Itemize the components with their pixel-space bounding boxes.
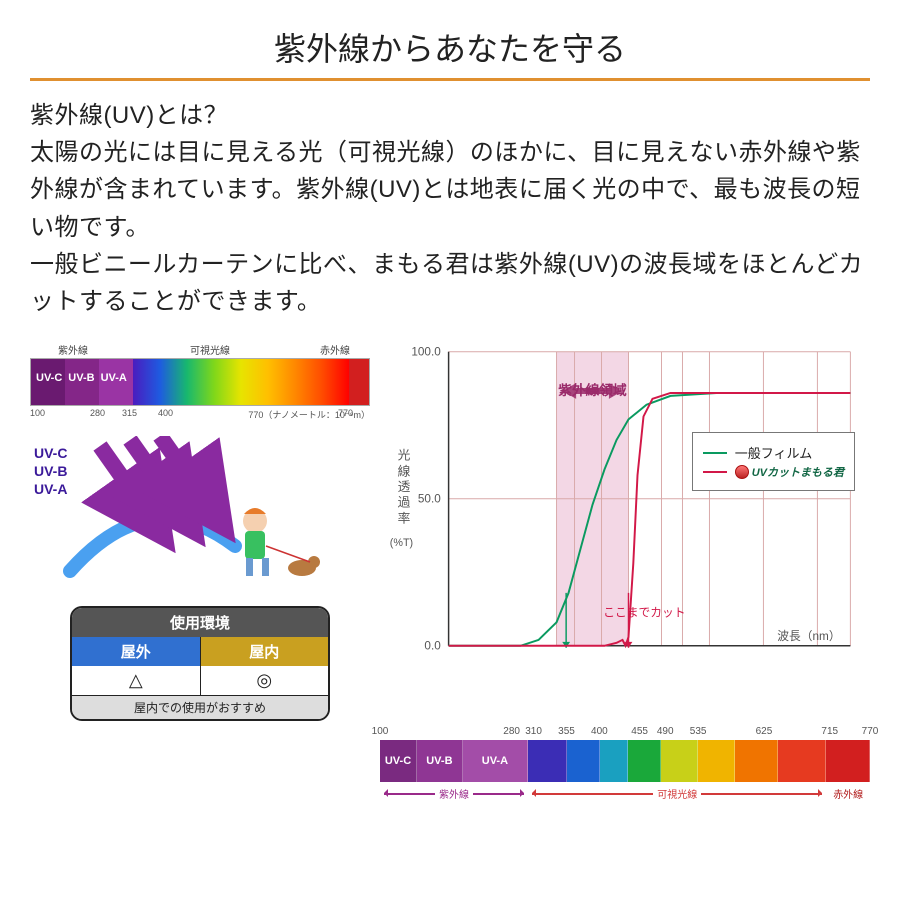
- usage-table: 使用環境 屋外 屋内 △ ◎ 屋内での使用がおすすめ: [70, 606, 330, 721]
- ray-label-uvc: UV-C: [34, 445, 67, 461]
- svg-text:線: 線: [398, 463, 411, 478]
- ray-label-uva: UV-A: [34, 481, 67, 497]
- spectrum-diagram: 紫外線可視光線赤外線 UV-CUV-BUV-A 1002803154007707…: [30, 342, 370, 420]
- ray-label-uvb: UV-B: [34, 463, 67, 479]
- chart-legend: 一般フィルム UVカットまもる君: [692, 432, 855, 491]
- right-column: 0.050.0100.0光線透過率(%T)波長（nm）紫外線領域ここまでカット …: [380, 342, 870, 800]
- left-column: 紫外線可視光線赤外線 UV-CUV-BUV-A 1002803154007707…: [30, 342, 370, 800]
- usage-header: 使用環境: [72, 608, 328, 637]
- usage-outdoor-label: 屋外: [72, 637, 201, 666]
- intro-question: 紫外線(UV)とは？: [30, 102, 228, 129]
- usage-indoor-value: ◎: [201, 666, 329, 695]
- svg-text:ここまでカット: ここまでカット: [603, 607, 685, 620]
- svg-text:過: 過: [398, 495, 411, 510]
- svg-text:光: 光: [398, 448, 411, 463]
- legend-label-0: 一般フィルム: [735, 443, 812, 462]
- svg-text:波長（nm）: 波長（nm）: [777, 629, 840, 643]
- uv-rays-illustration: UV-C UV-B UV-A: [30, 436, 370, 586]
- bottom-spectrum: 100280310355400455490535625715770UV-CUV-…: [380, 726, 870, 800]
- transmittance-chart: 0.050.0100.0光線透過率(%T)波長（nm）紫外線領域ここまでカット …: [380, 342, 870, 722]
- svg-text:100.0: 100.0: [411, 346, 441, 359]
- legend-general-film: 一般フィルム: [703, 443, 844, 462]
- panels: 紫外線可視光線赤外線 UV-CUV-BUV-A 1002803154007707…: [30, 342, 870, 800]
- page-title: 紫外線からあなたを守る: [30, 20, 870, 81]
- usage-note: 屋内での使用がおすすめ: [72, 695, 328, 719]
- usage-outdoor-value: △: [72, 666, 201, 695]
- svg-text:50.0: 50.0: [418, 493, 441, 506]
- svg-text:0.0: 0.0: [424, 640, 441, 653]
- legend-mamoru: UVカットまもる君: [703, 464, 844, 480]
- intro-body: 太陽の光には目に見える光（可視光線）のほかに、目に見えない赤外線や紫外線が含まれ…: [30, 139, 863, 315]
- svg-text:(%T): (%T): [390, 537, 413, 549]
- intro-text: 紫外線(UV)とは？ 太陽の光には目に見える光（可視光線）のほかに、目に見えない…: [30, 97, 870, 320]
- svg-text:透: 透: [398, 479, 411, 494]
- legend-badge-mamoru: UVカットまもる君: [735, 464, 844, 480]
- usage-indoor-label: 屋内: [201, 637, 329, 666]
- svg-text:率: 率: [398, 510, 411, 525]
